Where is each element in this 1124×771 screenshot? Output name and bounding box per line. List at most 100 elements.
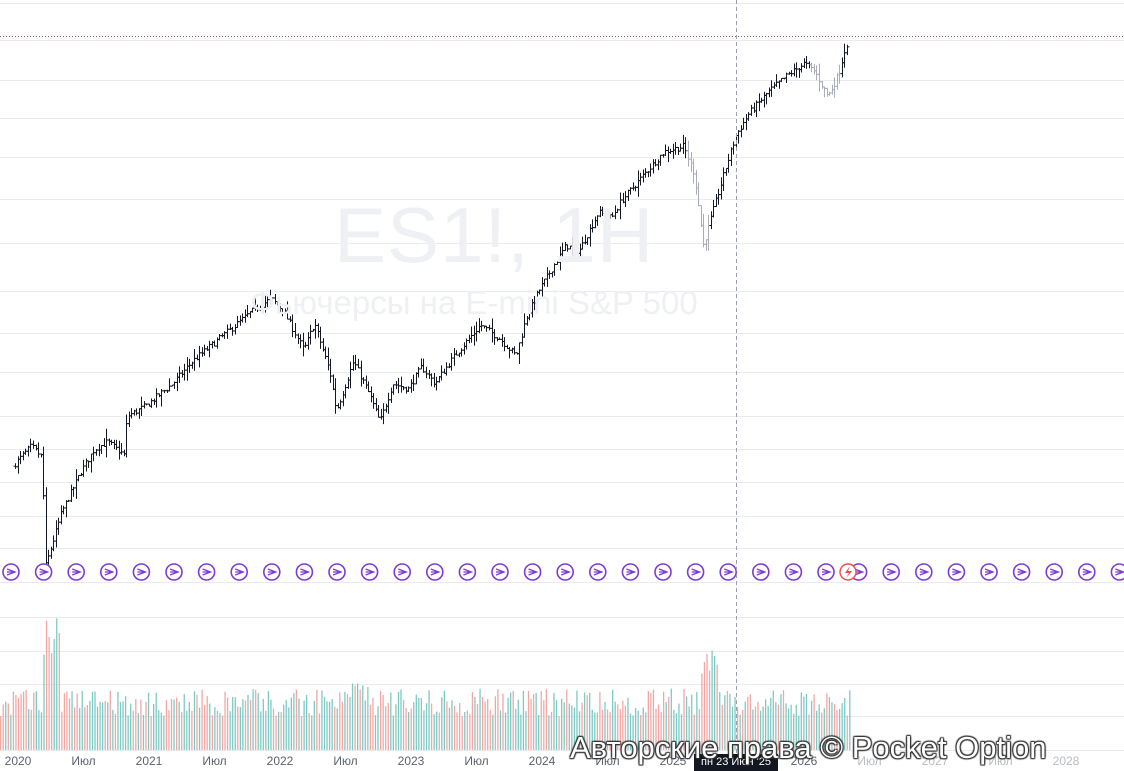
- volume-bar: [382, 695, 384, 750]
- ohlc-bar: [767, 87, 772, 98]
- volume-bar: [7, 703, 9, 750]
- volume-bar: [838, 708, 841, 750]
- event-marker-icon[interactable]: [1045, 563, 1063, 581]
- event-marker-icon[interactable]: [980, 563, 998, 581]
- volume-bar: [716, 664, 718, 750]
- lightning-icon[interactable]: [839, 563, 857, 581]
- volume-bar: [397, 691, 400, 750]
- event-marker-icon[interactable]: [556, 563, 575, 581]
- volume-bar: [311, 715, 313, 750]
- event-marker-icon[interactable]: [751, 563, 770, 581]
- event-marker-icon[interactable]: [360, 563, 379, 581]
- volume-bar: [777, 704, 780, 750]
- volume-bar: [685, 696, 688, 750]
- ohlc-bar: [814, 65, 819, 81]
- volume-bar: [522, 690, 525, 750]
- event-marker-icon[interactable]: [1110, 563, 1124, 581]
- volume-bar: [275, 715, 277, 750]
- volume-bar: [660, 712, 662, 750]
- volume-bar: [84, 707, 86, 750]
- volume-bar: [558, 715, 560, 750]
- ohlc-bar: [704, 239, 709, 251]
- event-marker-icon[interactable]: [817, 563, 835, 581]
- event-marker-icon[interactable]: [588, 563, 607, 581]
- volume-bar: [68, 698, 71, 750]
- volume-bar: [56, 618, 58, 750]
- volume-bar: [124, 696, 127, 750]
- volume-bar: [344, 691, 346, 750]
- volume-bar: [566, 689, 568, 750]
- volume-bar: [481, 697, 484, 750]
- ohlc-bar: [764, 92, 769, 105]
- volume-bar: [568, 703, 570, 750]
- volume-bar: [634, 708, 637, 750]
- volume-bar: [186, 710, 188, 750]
- event-marker-icon[interactable]: [947, 563, 966, 581]
- volume-bar: [249, 699, 252, 750]
- ohlc-bar: [301, 332, 306, 357]
- ohlc-bar: [389, 387, 394, 403]
- volume-bar: [612, 689, 614, 750]
- event-marker-icon[interactable]: [132, 563, 151, 581]
- volume-bar: [749, 694, 751, 750]
- event-marker-icon[interactable]: [914, 563, 933, 581]
- ohlc-bar: [217, 333, 222, 341]
- event-marker-icon[interactable]: [882, 563, 901, 581]
- event-marker-icon[interactable]: [719, 563, 738, 581]
- event-marker-icon[interactable]: [393, 563, 412, 581]
- volume-bar: [160, 712, 162, 750]
- event-marker-icon[interactable]: [523, 563, 542, 581]
- volume-bar: [446, 701, 448, 750]
- event-marker-icon[interactable]: [491, 563, 509, 581]
- ohlc-bar: [197, 345, 202, 368]
- event-marker-icon[interactable]: [1012, 563, 1031, 581]
- volume-bar: [354, 685, 356, 750]
- volume-bar: [35, 691, 37, 750]
- ohlc-bar: [167, 378, 172, 392]
- event-marker-icon[interactable]: [262, 563, 281, 581]
- time-axis-label: Июл: [857, 754, 882, 768]
- event-marker-icon[interactable]: [784, 563, 803, 581]
- event-marker-icon[interactable]: [197, 563, 216, 581]
- volume-bar: [423, 710, 425, 750]
- ohlc-bar: [159, 389, 164, 407]
- ohlc-bar: [346, 377, 351, 389]
- ohlc-bar: [318, 326, 323, 349]
- volume-bar: [721, 704, 723, 750]
- ohlc-bar: [429, 373, 434, 387]
- event-marker-icon[interactable]: [686, 563, 705, 581]
- volume-bar: [453, 705, 456, 750]
- ohlc-bar: [820, 81, 825, 89]
- event-marker-icon[interactable]: [425, 563, 444, 581]
- time-axis-label: Июл: [71, 754, 96, 768]
- event-marker-icon[interactable]: [2, 563, 20, 581]
- event-marker-icon[interactable]: [230, 563, 248, 581]
- event-marker-icon[interactable]: [654, 563, 672, 581]
- event-marker-icon[interactable]: [100, 563, 118, 581]
- ohlc-bar: [175, 372, 180, 392]
- volume-bar: [591, 709, 593, 750]
- volume-bar: [420, 697, 423, 750]
- volume-bar: [622, 700, 624, 750]
- volume-bar: [237, 706, 239, 750]
- volume-bar: [51, 653, 53, 750]
- volume-bar: [170, 698, 173, 750]
- event-marker-icon[interactable]: [67, 563, 85, 581]
- event-marker-icon[interactable]: [1078, 563, 1096, 581]
- events-row[interactable]: [2, 563, 1124, 581]
- event-marker-icon[interactable]: [34, 563, 53, 581]
- event-marker-icon[interactable]: [165, 563, 183, 581]
- volume-bar: [632, 715, 634, 750]
- event-marker-icon[interactable]: [458, 563, 477, 581]
- event-marker-icon[interactable]: [621, 563, 640, 581]
- time-axis-label: 2020: [4, 754, 32, 768]
- volume-bar: [668, 696, 670, 750]
- event-marker-icon[interactable]: [328, 563, 346, 581]
- volume-bar: [461, 716, 463, 750]
- volume-bar: [471, 692, 474, 750]
- volume-bar: [532, 694, 535, 750]
- event-marker-icon[interactable]: [295, 563, 314, 581]
- volume-bar: [359, 689, 361, 750]
